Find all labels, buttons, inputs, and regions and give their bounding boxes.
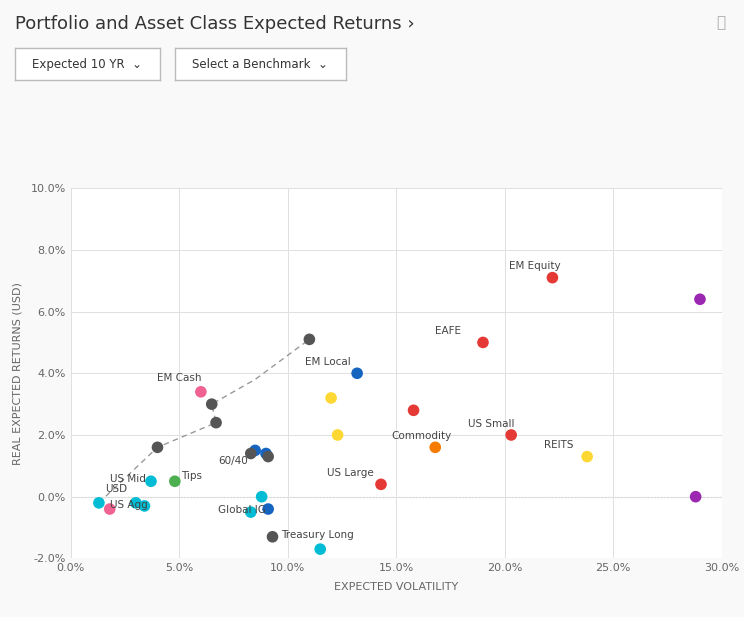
Point [690, 492, 702, 502]
Point [547, 273, 559, 283]
Point [429, 442, 441, 452]
Point [260, 449, 272, 458]
Text: US Agg: US Agg [110, 500, 147, 510]
Point [245, 507, 257, 517]
Point [332, 430, 344, 440]
Point [256, 492, 268, 502]
Point [304, 334, 315, 344]
Point [694, 294, 706, 304]
Text: US Mid: US Mid [110, 474, 146, 484]
Point [477, 337, 489, 347]
Point [210, 418, 222, 428]
Point [138, 501, 150, 511]
Point [145, 476, 157, 486]
Text: US Large: US Large [327, 468, 373, 478]
Point [351, 368, 363, 378]
Point [130, 498, 142, 508]
Point [581, 452, 593, 462]
Text: 60/40: 60/40 [218, 456, 248, 466]
X-axis label: EXPECTED VOLATILITY: EXPECTED VOLATILITY [334, 582, 458, 592]
Point [266, 532, 278, 542]
Text: EM Equity: EM Equity [509, 262, 561, 271]
Text: EAFE: EAFE [435, 326, 461, 336]
Text: USD: USD [106, 484, 127, 494]
Text: Expected 10 YR  ⌄: Expected 10 YR ⌄ [33, 57, 142, 71]
Point [314, 544, 326, 554]
Text: REITS: REITS [544, 441, 573, 450]
Point [408, 405, 420, 415]
Text: EM Cash: EM Cash [158, 373, 202, 383]
Point [262, 504, 274, 514]
Point [195, 387, 207, 397]
Point [169, 476, 181, 486]
Point [152, 442, 164, 452]
Point [505, 430, 517, 440]
Point [245, 449, 257, 458]
Text: Select a Benchmark  ⌄: Select a Benchmark ⌄ [193, 57, 328, 71]
Text: Commodity: Commodity [392, 431, 452, 441]
Text: ⓘ: ⓘ [716, 15, 725, 30]
Point [104, 504, 116, 514]
Point [249, 445, 261, 455]
Text: Portfolio and Asset Class Expected Returns ›: Portfolio and Asset Class Expected Retur… [15, 15, 414, 33]
Point [93, 498, 105, 508]
Text: Tips: Tips [182, 471, 202, 481]
Text: Treasury Long: Treasury Long [281, 530, 354, 540]
Point [375, 479, 387, 489]
Point [325, 393, 337, 403]
Point [206, 399, 218, 409]
Y-axis label: REAL EXPECTED RETURNS (USD): REAL EXPECTED RETURNS (USD) [12, 282, 22, 465]
Text: US Small: US Small [468, 419, 514, 429]
Text: EM Local: EM Local [305, 357, 350, 367]
Text: Global IG: Global IG [218, 505, 266, 515]
Point [262, 452, 274, 462]
